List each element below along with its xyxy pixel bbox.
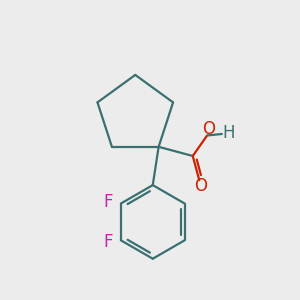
Text: H: H	[222, 124, 235, 142]
Text: O: O	[202, 120, 215, 138]
Text: F: F	[104, 233, 113, 251]
Text: O: O	[194, 177, 207, 195]
Text: F: F	[104, 193, 113, 211]
